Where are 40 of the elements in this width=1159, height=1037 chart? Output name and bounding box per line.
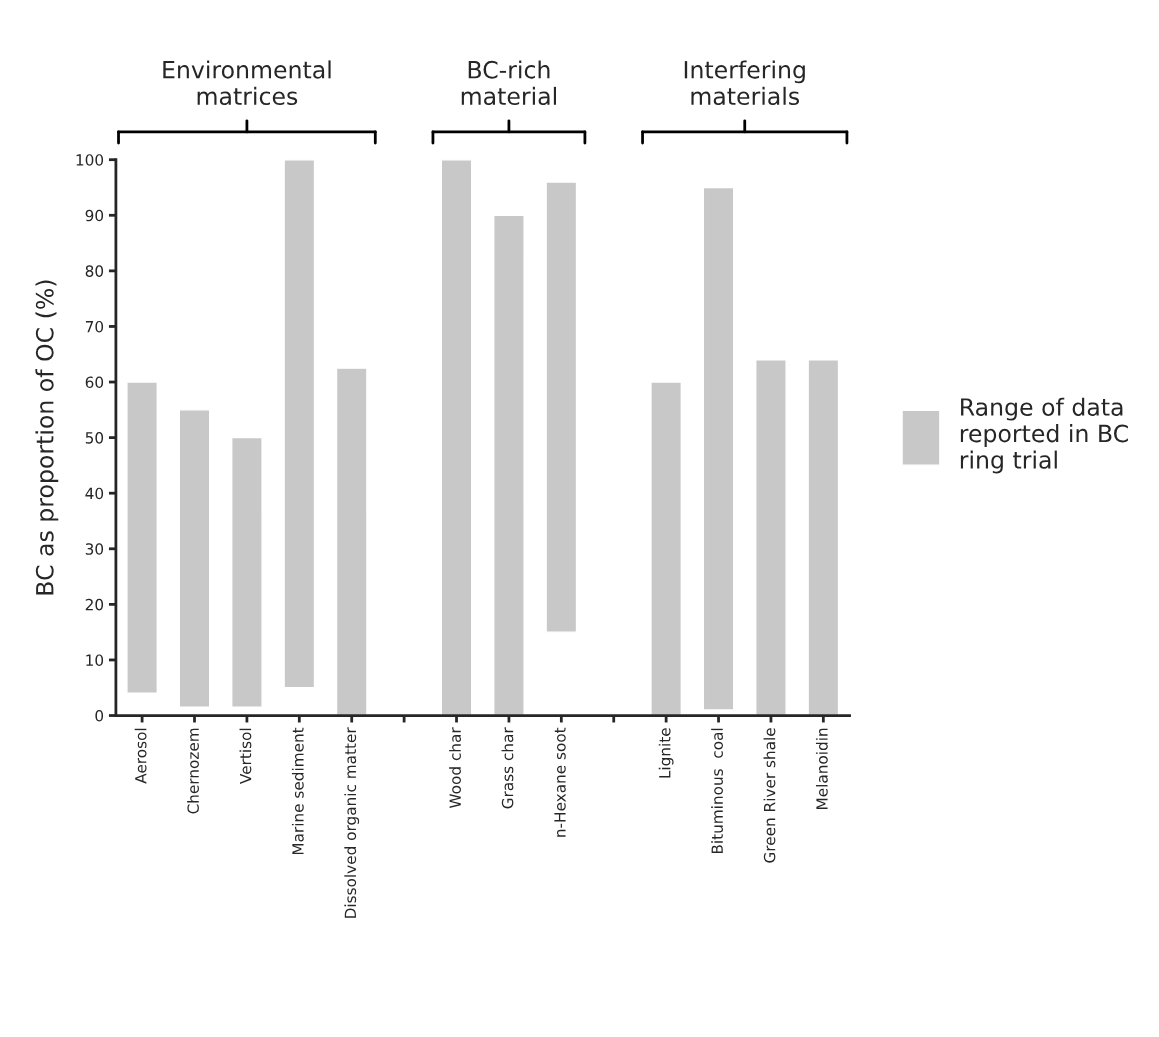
x-tick-label: n-Hexane soot [554, 727, 566, 837]
bar [440, 159, 473, 716]
bar [755, 359, 787, 716]
y-tick-label: 70 [85, 320, 104, 333]
bar [545, 181, 578, 633]
y-tick-label: 30 [85, 543, 104, 555]
y-tick-label: 90 [85, 209, 104, 222]
bar [650, 381, 683, 716]
y-tick-label: 10 [86, 654, 104, 666]
y-tick-label: 40 [85, 487, 104, 500]
x-tick-label: Grass char [501, 727, 514, 809]
bar [335, 367, 368, 716]
x-tick-label: Vertisol [239, 728, 252, 784]
x-tick-label: Marine sediment [291, 727, 304, 855]
y-tick-label: 60 [85, 376, 104, 389]
bar [178, 409, 211, 708]
bar [231, 436, 263, 708]
bar [283, 159, 316, 689]
y-tick-label: 20 [85, 598, 104, 611]
x-tick-label: Bituminous coal [711, 728, 723, 854]
text: Interfering materials [684, 60, 805, 106]
legend-label: Range of data reported in BC ring trial [960, 397, 1128, 474]
y-tick-label: 80 [85, 265, 104, 277]
y-axis-title: BC as proportion of OC (%) [35, 280, 59, 595]
x-tick-label: Chernozem [187, 728, 199, 814]
bar [702, 186, 735, 711]
y-tick-label: 100 [76, 154, 104, 166]
y-tick-label: 50 [85, 432, 104, 444]
x-tick-label: Wood char [449, 727, 461, 809]
x-tick-label: Dissolved organic matter [344, 727, 360, 918]
bar [807, 359, 840, 716]
bar [126, 381, 158, 694]
text: Environmental matrices [163, 60, 331, 106]
x-tick-label: Melanoidin [815, 728, 828, 809]
x-tick-label: Lignite [658, 728, 674, 778]
x-tick-label: Green River shale [763, 728, 776, 863]
text: BC-rich material [461, 60, 556, 106]
bar [493, 214, 525, 716]
x-tick-label: Aerosol [134, 728, 147, 784]
y-tick-label: 0 [95, 710, 104, 722]
